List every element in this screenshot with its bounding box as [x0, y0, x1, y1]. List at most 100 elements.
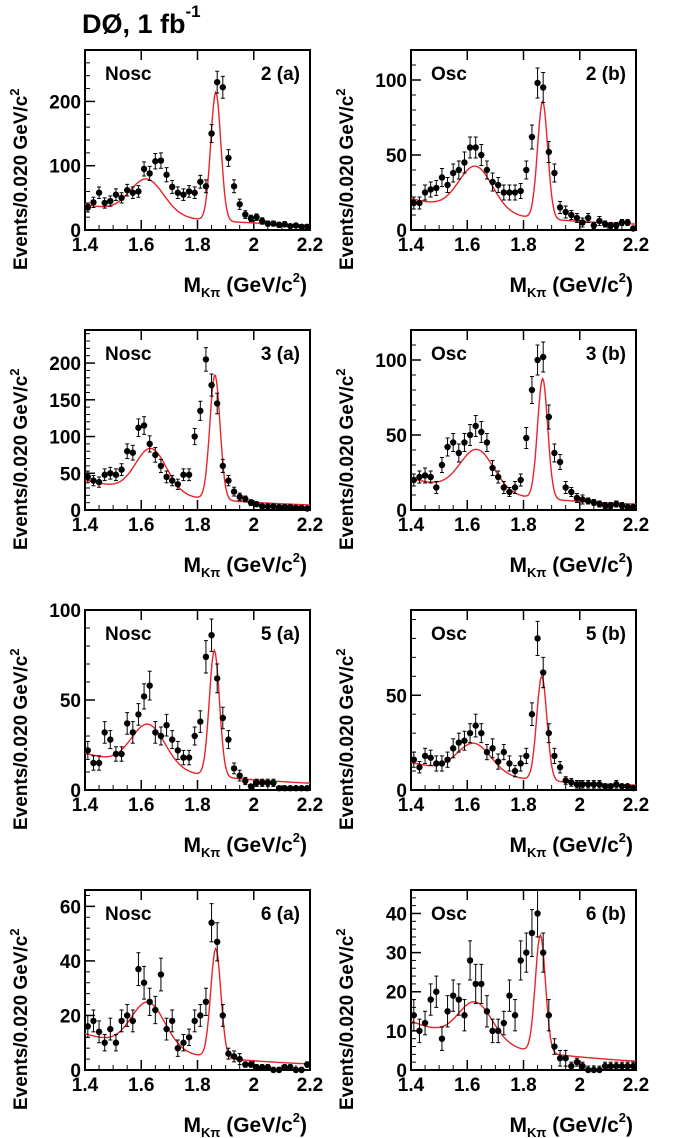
y-tick-label: 0	[70, 781, 81, 802]
x-tick-label: 1.6	[454, 795, 480, 816]
data-point	[478, 729, 485, 737]
data-point	[213, 938, 221, 946]
data-point	[568, 779, 575, 786]
y-tick-label: 0	[396, 501, 407, 522]
x-label-close: )	[300, 554, 307, 577]
data-point	[579, 781, 586, 788]
x-label-main: M	[184, 834, 202, 857]
data-point	[275, 221, 283, 229]
data-point	[433, 760, 440, 767]
x-axis-label: MKπ (GeV/c2)	[510, 830, 633, 860]
data-point	[478, 428, 485, 436]
data-point	[517, 476, 524, 484]
fit-curve	[84, 374, 311, 506]
x-tick-label: 1.8	[510, 515, 536, 536]
data-point	[253, 779, 260, 786]
data-point	[202, 183, 210, 190]
data-point	[596, 781, 603, 788]
data-point	[180, 754, 187, 761]
y-tick-label: 100	[375, 351, 407, 372]
data-point	[270, 779, 277, 786]
x-tick-label: 1.4	[72, 515, 99, 536]
data-point	[123, 1012, 131, 1019]
data-point	[281, 1064, 288, 1071]
data-point	[539, 353, 547, 361]
data-point	[129, 189, 137, 196]
y-axis-label: Events/0.020 GeV/c2	[333, 928, 358, 1110]
x-tick-label: 2.2	[297, 515, 323, 536]
data-point	[506, 488, 513, 496]
data-point	[230, 488, 238, 495]
data-point	[511, 484, 519, 491]
data-point	[545, 148, 553, 156]
data-point	[483, 748, 491, 756]
x-label-sub: Kπ	[201, 285, 220, 300]
y-tick-label: 40	[386, 904, 407, 925]
data-point	[146, 682, 153, 689]
data-point	[523, 166, 530, 174]
data-point	[607, 783, 614, 790]
y-tick-label: 150	[49, 391, 81, 412]
data-point	[461, 159, 468, 166]
data-point	[185, 1034, 193, 1041]
y-label-main: Events/0.020 GeV/c	[337, 655, 358, 830]
data-point	[601, 783, 609, 790]
data-point	[270, 503, 277, 510]
data-point	[242, 777, 249, 785]
x-label-close: )	[626, 1114, 633, 1137]
x-tick-label: 2	[248, 1075, 259, 1096]
panel-label-left: Nosc	[105, 904, 152, 925]
data-point	[601, 220, 609, 228]
data-point	[629, 784, 637, 792]
data-point	[590, 1066, 598, 1074]
data-point	[202, 998, 210, 1006]
data-point	[410, 199, 418, 207]
data-point	[613, 500, 620, 508]
data-point	[613, 781, 620, 788]
figure-title: DØ, 1 fb-1	[82, 2, 201, 40]
y-label-sup: 2	[333, 648, 348, 655]
data-point	[590, 781, 598, 788]
data-point	[433, 184, 440, 192]
data-point	[90, 199, 97, 206]
x-label-main: M	[184, 1114, 202, 1137]
data-point	[466, 144, 474, 151]
data-point	[438, 174, 446, 181]
data-point	[511, 1012, 519, 1019]
data-point	[500, 484, 508, 491]
data-point	[511, 189, 519, 196]
data-point	[112, 191, 120, 198]
data-point	[489, 178, 496, 186]
data-point	[281, 221, 288, 228]
data-point	[247, 783, 255, 790]
data-point	[489, 745, 496, 752]
x-tick-label: 1.6	[454, 1075, 480, 1096]
y-label-main: Events/0.020 GeV/c	[11, 655, 32, 830]
data-point	[624, 1062, 631, 1070]
data-point	[168, 477, 176, 484]
data-point	[253, 1064, 260, 1071]
panel-label-right: 3 (a)	[261, 344, 300, 365]
x-label-main: M	[510, 274, 528, 297]
x-label-sub: Kπ	[527, 1125, 546, 1138]
data-point	[601, 1062, 609, 1070]
title-main: DØ, 1 fb	[82, 9, 186, 39]
data-point	[253, 213, 260, 221]
title-superscript: -1	[185, 2, 201, 21]
x-label-sub: Kπ	[527, 845, 546, 860]
x-tick-label: 2.2	[297, 1075, 323, 1096]
data-point	[230, 183, 238, 190]
data-point	[472, 980, 479, 988]
data-point	[556, 1055, 564, 1062]
data-point	[573, 214, 581, 222]
data-point	[281, 785, 288, 792]
panel-label-left: Nosc	[105, 344, 152, 365]
data-point	[483, 1008, 491, 1015]
data-point	[236, 772, 243, 779]
data-point	[264, 1064, 272, 1071]
data-point	[287, 503, 294, 511]
x-label-close: )	[626, 834, 633, 857]
fit-curve	[84, 648, 310, 784]
